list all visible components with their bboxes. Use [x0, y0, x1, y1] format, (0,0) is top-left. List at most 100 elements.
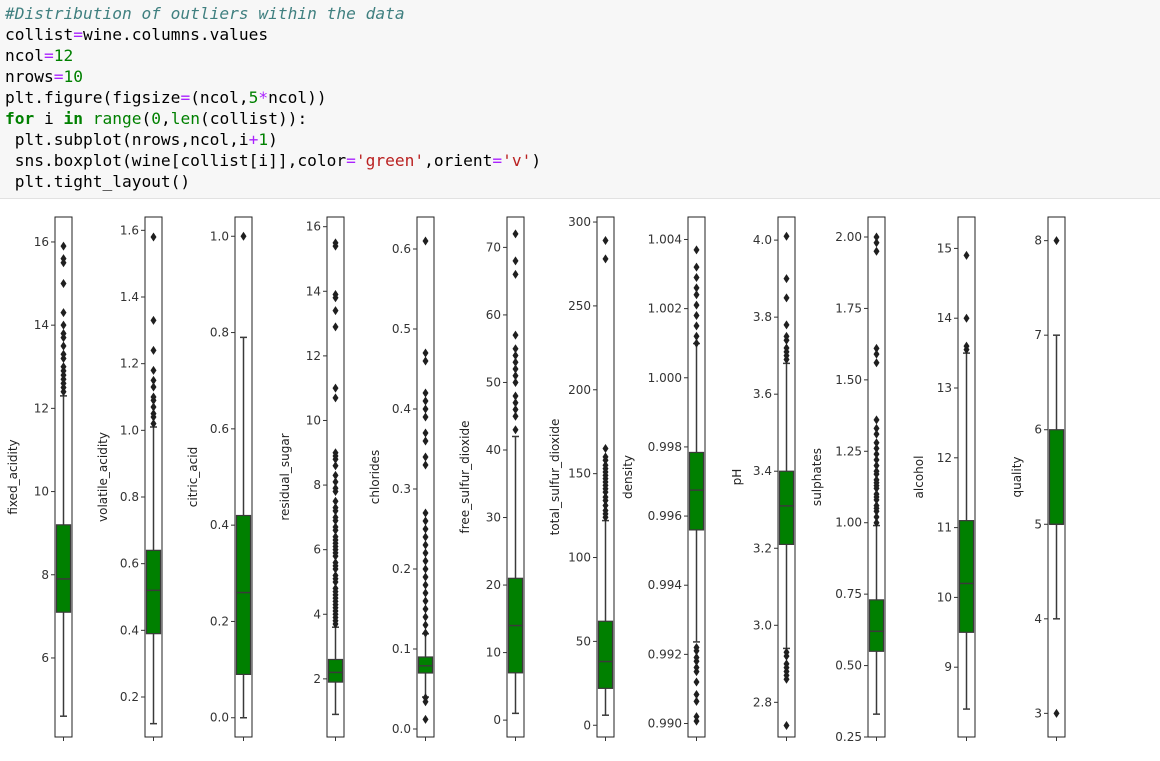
outlier-point [422, 714, 429, 724]
outlier-point [422, 460, 429, 470]
y-tick-label: 14 [937, 311, 952, 325]
outlier-point [783, 720, 790, 730]
outlier-point [873, 423, 880, 433]
outlier-point [693, 652, 700, 662]
outlier-point [332, 448, 339, 458]
iqr-box [55, 524, 72, 613]
y-tick-label: 1.0 [210, 229, 229, 243]
y-tick-label: 0.998 [648, 440, 682, 454]
outlier-point [873, 246, 880, 256]
y-tick-label: 4 [1034, 612, 1042, 626]
outlier-point [693, 311, 700, 321]
outlier-point [1053, 708, 1060, 718]
y-tick-label: 0.4 [210, 518, 229, 532]
outlier-point [693, 696, 700, 706]
code-token: 0 [151, 109, 161, 128]
outlier-point [602, 254, 609, 264]
y-tick-label: 1.002 [648, 302, 682, 316]
y-tick-label: 1.2 [120, 357, 139, 371]
outlier-point [332, 532, 339, 542]
subplot-pH: 2.8 3.0 3.2 3.4 3.6 3.8 4.0 pH [730, 216, 796, 741]
y-tick-label: 30 [486, 511, 501, 525]
code-line: nrows=10 [5, 66, 1160, 87]
y-tick-label: 10 [486, 646, 501, 660]
outlier-point [512, 344, 519, 354]
y-tick-label: 0.0 [392, 722, 411, 736]
outlier-point [512, 377, 519, 387]
outlier-point [422, 436, 429, 446]
outlier-point [150, 345, 157, 355]
y-axis-label: citric_acid [186, 447, 200, 507]
outlier-point [783, 231, 790, 241]
code-token: ) [531, 151, 542, 170]
y-tick-label: 10 [306, 413, 321, 427]
outlier-point [693, 245, 700, 255]
outlier-point [512, 391, 519, 401]
y-tick-label: 11 [937, 521, 952, 535]
code-line: plt.tight_layout() [5, 171, 1160, 192]
output-area: 6 8 10 12 14 16 fixed_acidity 0.2 0.4 0.6 0.8 1.0 1.… [0, 200, 1160, 761]
iqr-box [688, 451, 705, 531]
outlier-point [693, 300, 700, 310]
outlier-point [422, 388, 429, 398]
y-tick-label: 12 [34, 401, 49, 415]
iqr-box [417, 656, 434, 674]
code-token: = [43, 46, 54, 65]
code-line: collist=wine.columns.values [5, 24, 1160, 45]
outlier-point [240, 231, 247, 241]
code-cell[interactable]: #Distribution of outliers within the dat… [0, 0, 1160, 199]
outlier-point [422, 588, 429, 598]
outlier-point [873, 349, 880, 359]
outlier-point [60, 254, 67, 264]
outlier-point [512, 364, 519, 374]
y-tick-label: 6 [313, 543, 321, 557]
y-tick-label: 13 [937, 381, 952, 395]
code-token [83, 109, 93, 128]
iqr-box [778, 470, 795, 546]
outlier-point [873, 518, 880, 528]
y-tick-label: 0 [493, 713, 501, 727]
y-tick-label: 10 [34, 485, 49, 499]
iqr-box [868, 599, 885, 652]
code-token: = [180, 88, 191, 107]
code-token: , [160, 109, 171, 128]
outlier-point [693, 689, 700, 699]
outlier-point [422, 452, 429, 462]
y-tick-label: 4.0 [753, 233, 772, 247]
y-tick-label: 1.25 [835, 444, 862, 458]
y-axis-label: chlorides [368, 450, 382, 504]
y-tick-label: 1.6 [120, 223, 139, 237]
outlier-point [60, 341, 67, 351]
outlier-point [150, 375, 157, 385]
outlier-point [783, 274, 790, 284]
outlier-point [332, 522, 339, 532]
code-token: in [63, 109, 84, 128]
y-tick-label: 16 [34, 235, 49, 249]
y-tick-label: 0.8 [210, 326, 229, 340]
y-axis-label: total_sulfur_dioxide [548, 419, 562, 536]
y-tick-label: 0.25 [835, 730, 862, 744]
subplot-citric_acid: 0.0 0.2 0.4 0.6 0.8 1.0 citric_acid [186, 216, 253, 741]
outlier-point [332, 322, 339, 332]
code-line: plt.subplot(nrows,ncol,i+1) [5, 129, 1160, 150]
code-token: * [258, 88, 269, 107]
outlier-point [873, 449, 880, 459]
iqr-box [958, 520, 975, 633]
outlier-point [332, 383, 339, 393]
code-token: len [170, 109, 200, 128]
outlier-point [602, 443, 609, 453]
outlier-point [963, 341, 970, 351]
subplot-density: 0.990 0.992 0.994 0.996 0.998 1.000 1.002 1.004… [621, 216, 706, 741]
code-editor[interactable]: #Distribution of outliers within the dat… [0, 0, 1160, 192]
code-token: + [248, 130, 259, 149]
outlier-point [693, 321, 700, 331]
outlier-point [602, 452, 609, 462]
outlier-point [422, 396, 429, 406]
outlier-point [332, 290, 339, 300]
y-tick-label: 9 [944, 660, 952, 674]
y-axis-label: pH [730, 469, 744, 486]
code-token: collist [5, 25, 74, 44]
outlier-point [783, 293, 790, 303]
outlier-point [873, 232, 880, 242]
code-token: ) [268, 130, 278, 149]
